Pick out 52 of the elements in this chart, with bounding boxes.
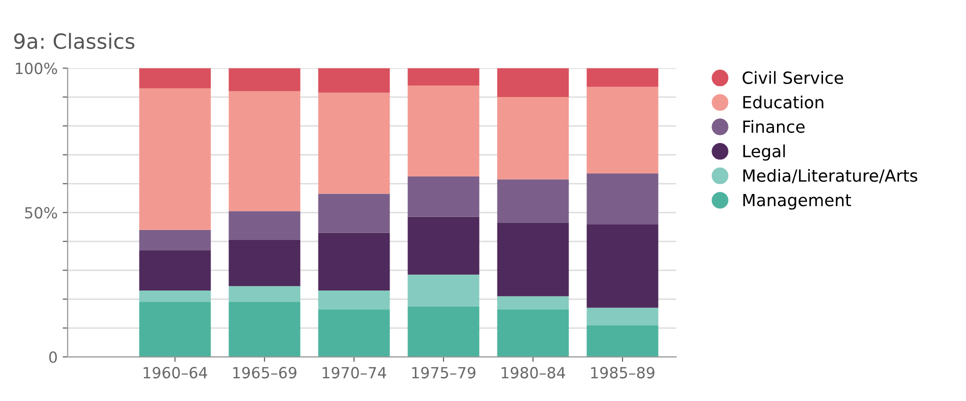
legend-label: Education <box>743 96 824 108</box>
x-tick-label: 1970–74 <box>322 366 386 378</box>
x-tick-label: 1960–64 <box>144 366 208 378</box>
bar <box>318 309 390 357</box>
bar <box>228 68 300 92</box>
bar <box>586 325 658 357</box>
x-tick-label: 1965–69 <box>233 366 296 378</box>
bar <box>497 222 569 296</box>
bar <box>586 68 658 87</box>
bar <box>408 176 480 217</box>
bar <box>139 302 211 357</box>
x-tick-label: 1975–79 <box>412 366 476 378</box>
bar <box>318 290 390 310</box>
legend-label: Civil Service <box>742 71 844 84</box>
bar <box>318 92 390 194</box>
legend-label: Legal <box>743 144 785 161</box>
bar <box>408 85 480 176</box>
y-tick-label: 0 <box>49 351 57 363</box>
chart-title: 9a: Classics <box>14 32 134 50</box>
legend-label: Management <box>743 194 852 210</box>
legend-label: Media/Literature/Arts <box>743 168 918 184</box>
bar <box>408 306 480 357</box>
bar <box>139 290 211 302</box>
bar <box>497 97 569 180</box>
bar <box>318 232 390 290</box>
x-tick-label: 1985–89 <box>591 366 654 378</box>
x-tick-label: 1980–84 <box>502 366 566 378</box>
bar <box>139 250 211 290</box>
bar <box>228 286 300 302</box>
bar <box>497 68 569 98</box>
legend-label: Finance <box>743 120 805 133</box>
bar <box>139 230 211 250</box>
bar <box>228 91 300 212</box>
bar <box>139 88 211 230</box>
bar <box>497 179 569 223</box>
bar <box>408 216 480 275</box>
bar <box>586 224 658 308</box>
bar <box>318 68 390 93</box>
bar <box>586 308 658 326</box>
bar <box>497 309 569 357</box>
bar <box>586 174 658 224</box>
bar <box>408 68 480 86</box>
bar <box>497 296 569 310</box>
bar <box>318 194 390 233</box>
y-tick-label: 50% <box>25 206 58 219</box>
y-tick-label: 100% <box>16 62 58 74</box>
bar <box>228 302 300 357</box>
bar <box>586 86 658 174</box>
bar <box>228 211 300 240</box>
bar <box>228 240 300 286</box>
bar <box>139 68 211 88</box>
bar <box>408 274 480 306</box>
